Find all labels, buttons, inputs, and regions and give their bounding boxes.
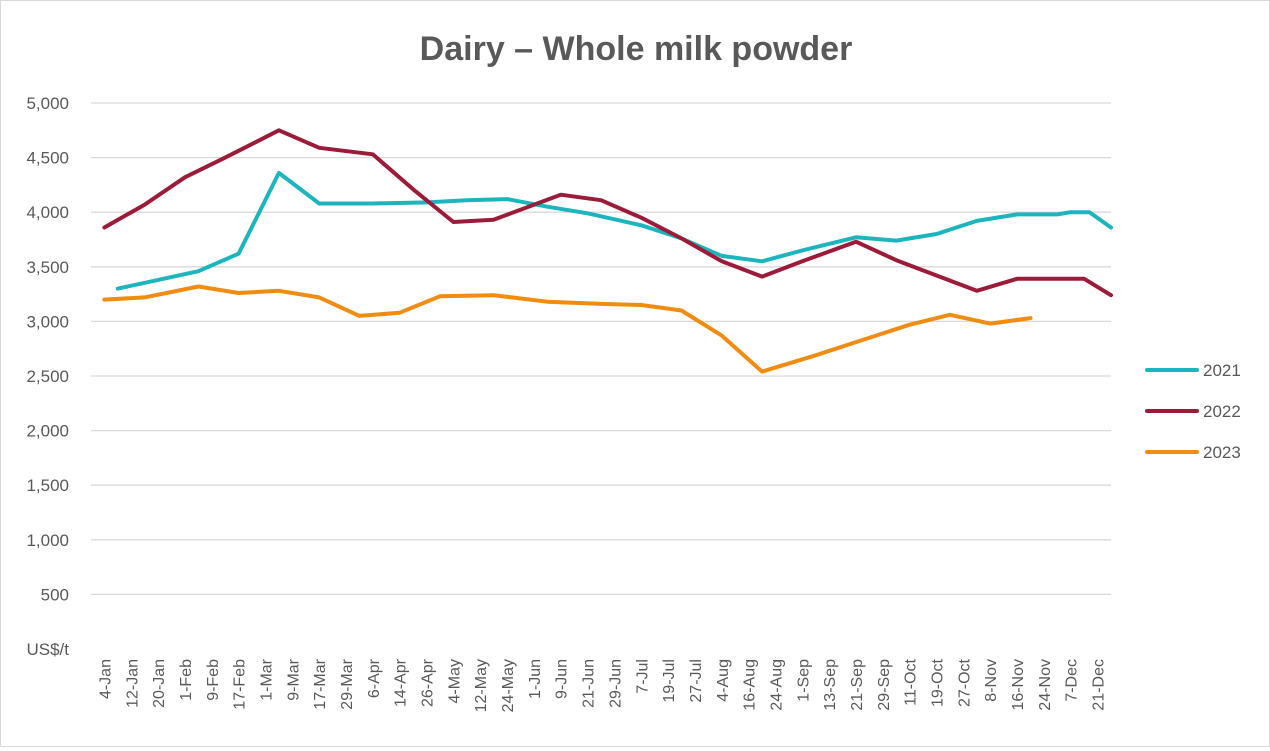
y-tick-label: 1,500 [26, 476, 69, 495]
gridlines [91, 102, 1111, 596]
x-tick-label: 11-Oct [903, 658, 920, 705]
x-tick-label: 7-Jul [634, 659, 651, 694]
y-axis-unit-label: US$/t [26, 640, 69, 659]
x-tick-label: 8-Nov [983, 659, 1000, 702]
x-axis-ticks: 4-Jan 12-Jan 20-Jan 1-Feb 9-Feb 17-Feb 1-Mar 9-… [97, 658, 1107, 712]
x-tick-label: 29-Mar [339, 658, 356, 709]
chart-title: Dairy – Whole milk powder [420, 30, 853, 68]
x-tick-label: 4-May [446, 659, 463, 703]
y-axis-ticks: 500 1,000 1,500 2,000 2,500 3,000 3,500 4,000 4,… [26, 94, 69, 604]
y-tick-label: 500 [41, 585, 69, 604]
y-tick-label: 2,500 [26, 367, 69, 386]
series-line-2023 [102, 284, 1033, 374]
x-tick-label: 12-May [473, 659, 490, 712]
x-tick-label: 4-Jan [97, 659, 114, 699]
legend-label-2022: 2022 [1203, 402, 1241, 421]
x-tick-label: 1-Sep [795, 659, 812, 702]
x-tick-label: 1-Mar [258, 658, 275, 700]
x-tick-label: 9-Feb [205, 659, 222, 701]
x-tick-label: 19-Jul [661, 659, 678, 703]
x-tick-label: 21-Sep [849, 659, 866, 711]
x-tick-label: 21-Jun [581, 659, 598, 708]
x-tick-label: 12-Jan [124, 659, 141, 708]
y-tick-label: 1,000 [26, 531, 69, 550]
x-tick-label: 26-Apr [420, 658, 437, 707]
series-line-2021 [115, 170, 1113, 291]
x-tick-label: 24-May [500, 659, 517, 712]
legend-label-2023: 2023 [1203, 443, 1241, 462]
x-tick-label: 6-Apr [366, 658, 383, 698]
x-tick-label: 29-Sep [876, 659, 893, 711]
x-tick-label: 27-Oct [956, 658, 973, 707]
x-tick-label: 7-Dec [1064, 659, 1081, 702]
legend: 2021 2022 2023 [1145, 361, 1241, 462]
y-tick-label: 3,500 [26, 258, 69, 277]
x-tick-label: 27-Jul [688, 659, 705, 703]
x-tick-label: 1-Jun [527, 659, 544, 699]
y-tick-label: 4,000 [26, 203, 69, 222]
legend-label-2021: 2021 [1203, 361, 1241, 380]
x-tick-label: 24-Aug [768, 659, 785, 711]
x-tick-label: 14-Apr [393, 658, 410, 707]
x-tick-label: 16-Aug [742, 659, 759, 711]
x-tick-label: 20-Jan [151, 659, 168, 708]
x-tick-label: 9-Mar [285, 658, 302, 700]
y-tick-label: 4,500 [26, 149, 69, 168]
y-tick-label: 5,000 [26, 94, 69, 113]
x-tick-label: 1-Feb [178, 659, 195, 701]
x-tick-label: 21-Dec [1091, 659, 1108, 711]
x-tick-label: 17-Feb [232, 659, 249, 710]
x-tick-label: 19-Oct [930, 658, 947, 707]
y-tick-label: 3,000 [26, 312, 69, 331]
y-tick-label: 2,000 [26, 422, 69, 441]
x-tick-label: 29-Jun [607, 659, 624, 708]
series-line-2022 [102, 128, 1113, 298]
x-tick-label: 17-Mar [312, 658, 329, 709]
x-tick-label: 16-Nov [1010, 659, 1027, 711]
x-tick-label: 9-Jun [554, 659, 571, 699]
x-tick-label: 24-Nov [1037, 659, 1054, 711]
x-tick-label: 13-Sep [822, 659, 839, 711]
plot-area [102, 128, 1113, 374]
x-tick-label: 4-Aug [715, 659, 732, 702]
